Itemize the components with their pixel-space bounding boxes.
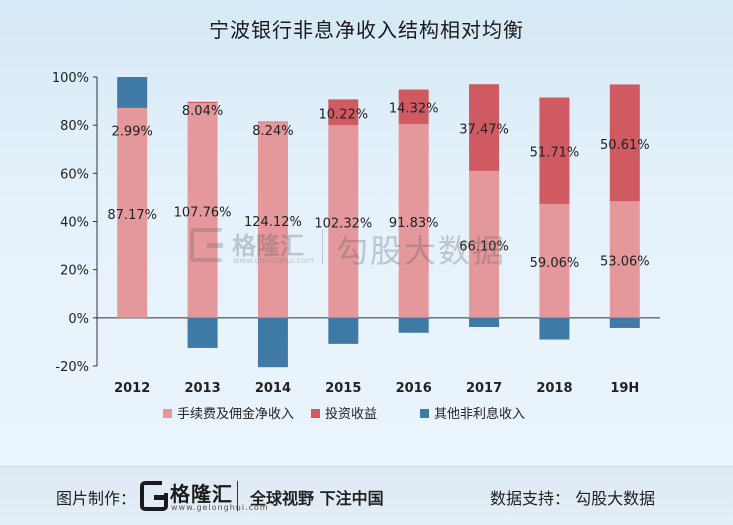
bar-2018-series-0	[539, 203, 570, 318]
bar-19H-series-0	[609, 201, 640, 318]
bar-2016-series-2	[398, 317, 429, 333]
footer-brand-name: 格隆汇	[170, 482, 233, 506]
stacked-bar-chart: -20% 0% 20% 40% 60% 80% 100% 87.17% 2.99% 107.76%…	[52, 71, 660, 422]
bar-2015-series-2	[328, 317, 359, 344]
bar-2017-series-1	[469, 84, 500, 171]
data-label: 8.24%	[252, 124, 293, 139]
chart-title: 宁波银行非息净收入结构相对均衡	[209, 18, 524, 42]
x-tick-label: 2012	[114, 381, 150, 396]
data-label: 50.61%	[600, 138, 650, 153]
brand-logo-icon	[140, 481, 170, 511]
legend-swatch-1	[311, 409, 320, 418]
x-tick-label: 2016	[396, 381, 432, 396]
bar-2017-series-0	[469, 170, 500, 318]
data-label: 66.10%	[459, 239, 509, 254]
data-label: 107.76%	[174, 205, 232, 220]
bar-2014-series-1	[257, 121, 288, 123]
legend-label-2: 其他非利息收入	[434, 406, 525, 422]
data-label: 10.22%	[319, 107, 369, 122]
legend-swatch-2	[420, 409, 429, 418]
bar-2016-series-1	[398, 89, 429, 124]
y-tick-label: 20%	[60, 264, 89, 279]
footer-credit-label: 图片制作：	[56, 489, 137, 508]
data-label: 59.06%	[530, 256, 580, 271]
x-tick-label: 2014	[255, 381, 291, 396]
bar-2017-series-2	[469, 317, 500, 327]
footer-data-support: 数据支持： 勾股大数据	[490, 489, 656, 508]
data-label: 14.32%	[389, 102, 439, 117]
bar-2012-series-2	[117, 77, 148, 108]
data-label: 2.99%	[112, 125, 153, 140]
y-tick-label: 60%	[60, 167, 89, 182]
data-label: 37.47%	[459, 123, 509, 138]
bar-2013-series-0	[187, 103, 218, 318]
footer-slogan: 全球视野 下注中国	[250, 489, 384, 508]
footer-brand-domain: www.gelonghui.com	[171, 503, 269, 512]
x-tick-label: 2017	[466, 381, 502, 396]
legend-label-0: 手续费及佣金净收入	[177, 406, 294, 422]
x-tick-label: 19H	[610, 381, 639, 396]
y-tick-label: 100%	[52, 71, 89, 86]
bar-2013-series-2	[187, 317, 218, 348]
bar-2013-series-1	[187, 101, 218, 104]
bar-19H-series-2	[609, 317, 640, 328]
data-label: 51.71%	[530, 146, 580, 161]
bar-2012-series-0	[117, 107, 148, 318]
y-tick-label: 40%	[60, 216, 89, 231]
y-tick-label: 80%	[60, 119, 89, 134]
bar-2015-series-0	[328, 125, 359, 318]
data-label: 102.32%	[314, 217, 372, 232]
bar-2014-series-0	[257, 122, 288, 318]
data-label: 8.04%	[182, 104, 223, 119]
bar-2018-series-2	[539, 317, 570, 340]
bar-2014-series-2	[257, 317, 288, 368]
y-tick-label: -20%	[55, 360, 89, 375]
bar-19H-series-1	[609, 84, 640, 202]
x-tick-label: 2018	[536, 381, 572, 396]
data-label: 53.06%	[600, 255, 650, 270]
bar-2018-series-1	[539, 97, 570, 204]
y-tick-label: 0%	[68, 312, 89, 327]
data-label: 91.83%	[389, 216, 439, 231]
data-label: 87.17%	[107, 208, 157, 223]
data-label: 124.12%	[244, 215, 302, 230]
legend-swatch-0	[163, 409, 172, 418]
bar-2016-series-0	[398, 123, 429, 318]
legend-label-1: 投资收益	[325, 406, 377, 422]
footer-separator	[237, 481, 238, 511]
footer-bar: 图片制作： 格隆汇 www.gelonghui.com 全球视野 下注中国 数据…	[0, 466, 733, 525]
x-tick-label: 2013	[184, 381, 220, 396]
x-tick-label: 2015	[325, 381, 361, 396]
bar-2015-series-1	[328, 99, 359, 126]
